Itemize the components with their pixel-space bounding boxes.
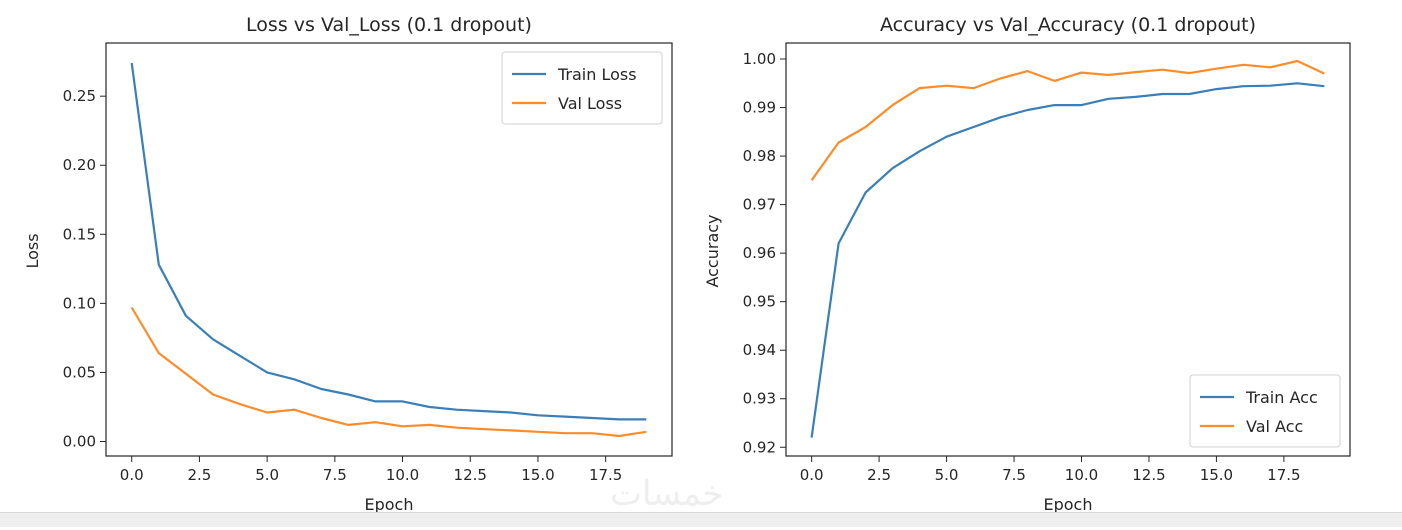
accuracy-legend-label: Val Acc (1246, 417, 1303, 436)
loss-legend-box (501, 51, 663, 125)
accuracy-ytick-label: 0.97 (743, 196, 776, 214)
accuracy-chart-ylabel: Accuracy (703, 214, 722, 287)
loss-legend-label: Val Loss (558, 94, 622, 113)
accuracy-ytick-label: 0.99 (743, 99, 776, 117)
loss-legend-label: Train Loss (557, 65, 637, 84)
loss-xtick-label: 12.5 (454, 466, 487, 484)
accuracy-legend-box (1189, 374, 1341, 448)
loss-xtick-label: 2.5 (188, 466, 212, 484)
loss-chart-title: Loss vs Val_Loss (0.1 dropout) (246, 14, 532, 36)
accuracy-xtick-label: 15.0 (1200, 466, 1233, 484)
loss-xtick-label: 10.0 (386, 466, 419, 484)
accuracy-ytick-label: 0.93 (743, 390, 776, 408)
loss-xtick-label: 7.5 (323, 466, 347, 484)
loss-ytick-label: 0.05 (63, 363, 96, 381)
accuracy-chart-title: Accuracy vs Val_Accuracy (0.1 dropout) (880, 14, 1256, 36)
loss-plot-area: 0.0 2.5 5.0 7.5 10.0 12.5 15.0 17.5 0.00 0.05 0.10… (63, 42, 673, 484)
accuracy-axes-frame (785, 42, 1351, 457)
accuracy-ytick-label: 0.96 (743, 244, 776, 262)
loss-chart: Loss vs Val_Loss (0.1 dropout) Epoch Los… (23, 14, 532, 514)
bottom-edge-bar (0, 512, 1402, 527)
accuracy-chart: Accuracy vs Val_Accuracy (0.1 dropout) E… (703, 14, 1256, 514)
loss-xtick-label: 15.0 (521, 466, 554, 484)
accuracy-ytick-label: 0.98 (743, 147, 776, 165)
loss-ytick-label: 0.15 (63, 225, 96, 243)
loss-ytick-label: 0.00 (63, 432, 96, 450)
loss-xtick-label: 17.5 (589, 466, 622, 484)
accuracy-series-val-acc (810, 59, 1325, 181)
loss-legend: Train Loss Val Loss (501, 51, 663, 125)
accuracy-xtick-label: 7.5 (1002, 466, 1026, 484)
accuracy-xtick-label: 12.5 (1132, 466, 1165, 484)
loss-xtick-label: 5.0 (255, 466, 279, 484)
accuracy-ytick-label: 0.92 (743, 438, 776, 456)
accuracy-xtick-label: 17.5 (1267, 466, 1300, 484)
loss-axes-frame (105, 42, 673, 457)
accuracy-series-train-acc (810, 82, 1325, 438)
accuracy-xtick-label: 0.0 (800, 466, 824, 484)
accuracy-xtick-label: 2.5 (867, 466, 891, 484)
loss-series-val-loss (130, 306, 647, 438)
accuracy-chart-xlabel: Epoch (1044, 495, 1093, 514)
accuracy-xtick-label: 5.0 (935, 466, 959, 484)
loss-xtick-label: 0.0 (120, 466, 144, 484)
accuracy-legend-label: Train Acc (1245, 388, 1318, 407)
loss-ytick-label: 0.10 (63, 294, 96, 312)
accuracy-legend: Train Acc Val Acc (1189, 374, 1341, 448)
loss-ytick-label: 0.25 (63, 87, 96, 105)
loss-series-train-loss (130, 62, 647, 421)
accuracy-ytick-label: 0.95 (743, 293, 776, 311)
watermark-logo: خمسات (610, 474, 724, 514)
accuracy-ytick-label: 0.94 (743, 341, 776, 359)
loss-chart-xlabel: Epoch (365, 495, 414, 514)
loss-chart-ylabel: Loss (23, 233, 42, 268)
accuracy-xtick-label: 10.0 (1065, 466, 1098, 484)
loss-ytick-label: 0.20 (63, 156, 96, 174)
accuracy-plot-area: 0.0 2.5 5.0 7.5 10.0 12.5 15.0 17.5 0.92 0.93 0.94… (743, 42, 1351, 484)
accuracy-ytick-label: 1.00 (743, 50, 776, 68)
